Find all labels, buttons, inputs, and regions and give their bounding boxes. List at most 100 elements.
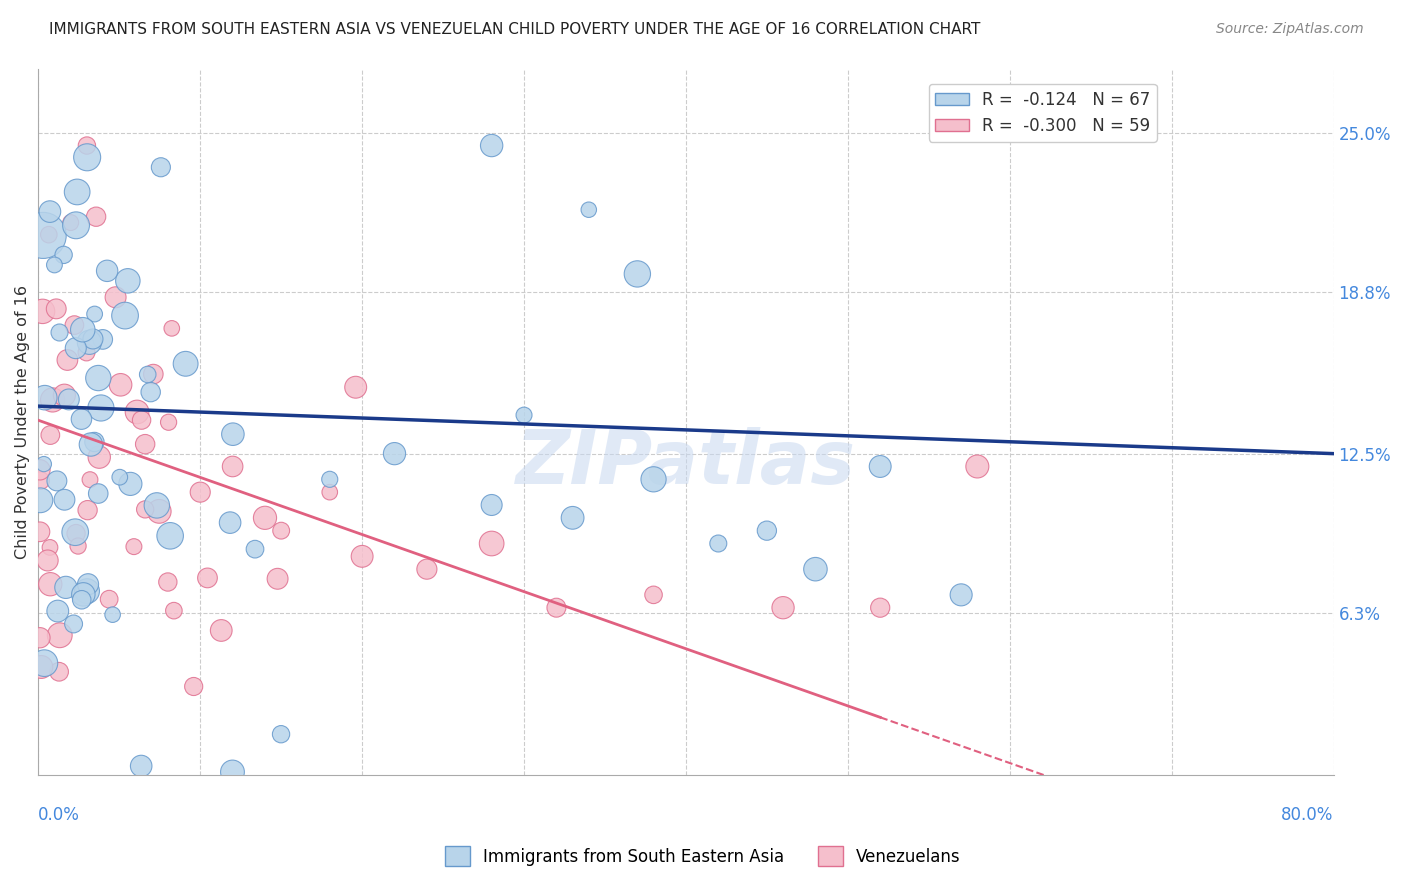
Point [869,459,891,474]
Text: ZIPatlas: ZIPatlas [516,427,856,500]
Point [77,577,100,591]
Point [80,437,103,451]
Point [149,161,172,175]
Point [87,371,110,385]
Point [221,459,243,474]
Point [32,457,55,471]
Point [384,447,406,461]
Point [122,540,145,554]
Point [546,600,568,615]
Point [174,357,197,371]
Point [91,333,114,347]
Point [48,628,70,642]
Legend: R =  -0.124   N = 67, R =  -0.300   N = 59: R = -0.124 N = 67, R = -0.300 N = 59 [928,84,1157,142]
Point [869,600,891,615]
Point [41,392,63,407]
Point [83,307,105,321]
Text: IMMIGRANTS FROM SOUTH EASTERN ASIA VS VENEZUELAN CHILD POVERTY UNDER THE AGE OF : IMMIGRANTS FROM SOUTH EASTERN ASIA VS VE… [49,22,980,37]
Point [37,553,59,567]
Point [319,472,342,486]
Point [643,472,665,486]
Point [67,539,90,553]
Point [950,588,973,602]
Point [117,274,139,288]
Point [626,267,648,281]
Point [79,473,101,487]
Point [48,326,70,340]
Point [352,549,374,564]
Point [131,413,153,427]
Point [136,368,159,382]
Point [72,587,94,601]
Point [53,492,76,507]
Point [45,301,67,316]
Point [134,502,156,516]
Point [45,474,67,488]
Point [39,577,62,591]
Point [129,759,152,773]
Point [98,592,121,607]
Point [38,204,60,219]
Point [39,541,62,555]
Point [32,228,55,243]
Point [59,216,82,230]
Point [66,185,89,199]
Point [34,656,56,670]
Point [52,248,75,262]
Point [76,138,98,153]
Point [65,219,87,233]
Point [481,536,503,550]
Point [707,536,730,550]
Point [72,323,94,337]
Point [163,604,186,618]
Point [561,511,583,525]
Point [63,318,86,332]
Point [55,580,77,594]
Point [48,665,70,679]
Point [266,572,288,586]
Point [209,624,232,638]
Point [30,474,52,488]
Point [79,335,101,350]
Point [34,391,56,405]
Point [82,332,104,346]
Point [120,476,142,491]
Point [76,150,98,164]
Point [104,290,127,304]
Point [70,412,93,426]
Point [804,562,827,576]
Point [966,459,988,474]
Point [160,321,183,335]
Point [481,138,503,153]
Point [157,415,180,429]
Point [134,437,156,451]
Point [62,616,84,631]
Point [146,499,169,513]
Point [319,485,342,500]
Point [28,524,51,539]
Point [87,486,110,500]
Point [110,377,132,392]
Point [197,571,219,585]
Point [108,470,131,484]
Point [58,392,80,407]
Point [46,604,69,618]
Point [76,503,98,517]
Point [96,264,118,278]
Point [56,353,79,368]
Point [63,525,86,540]
Point [65,526,87,541]
Point [755,524,778,538]
Point [44,258,66,272]
Point [76,584,98,599]
Point [270,524,292,538]
Point [513,408,536,422]
Text: 0.0%: 0.0% [38,806,80,824]
Point [28,631,51,645]
Point [142,367,165,381]
Point [30,660,52,674]
Point [183,680,205,694]
Point [90,401,112,415]
Point [84,210,107,224]
Point [101,607,124,622]
